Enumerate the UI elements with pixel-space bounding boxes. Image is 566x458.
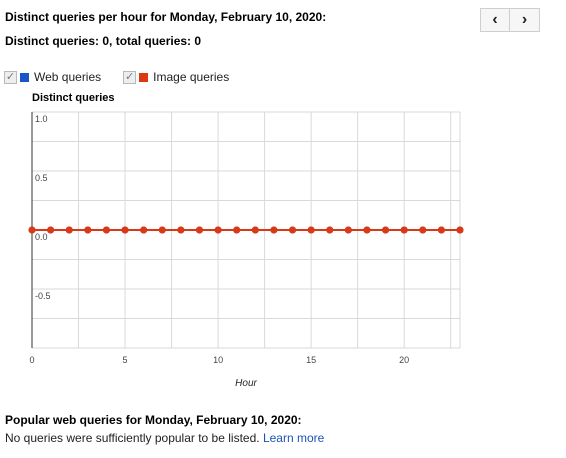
image-data-point — [307, 226, 315, 234]
y-tick-label: -0.5 — [35, 291, 51, 301]
image-data-point — [437, 226, 445, 234]
image-data-point — [158, 226, 166, 234]
image-queries-label: Image queries — [153, 70, 230, 84]
image-data-point — [233, 226, 241, 234]
image-data-point — [84, 226, 92, 234]
image-data-point — [289, 226, 297, 234]
x-tick-label: 0 — [29, 355, 34, 365]
image-color-swatch — [139, 72, 149, 82]
popular-queries-message: No queries were sufficiently popular to … — [5, 431, 324, 445]
image-data-point — [47, 226, 55, 234]
query-summary: Distinct queries: 0, total queries: 0 — [5, 34, 202, 48]
legend-item-image[interactable]: ✓ Image queries — [123, 70, 229, 84]
image-data-point — [140, 226, 148, 234]
image-data-point — [195, 226, 203, 234]
image-data-point — [382, 226, 390, 234]
line-chart: 1.0 0.5 0.0 -0.5 0 5 10 15 20 Hour — [28, 111, 464, 389]
prev-day-button[interactable]: ‹ — [480, 8, 510, 32]
image-data-point — [456, 226, 464, 234]
y-tick-label: 1.0 — [35, 114, 48, 124]
learn-more-link[interactable]: Learn more — [262, 431, 325, 445]
image-data-point — [363, 226, 371, 234]
image-queries-checkbox[interactable]: ✓ — [123, 70, 137, 84]
legend-item-web[interactable]: ✓ Web queries — [4, 70, 101, 84]
image-data-point — [28, 226, 36, 234]
image-data-point — [177, 226, 185, 234]
y-axis-title: Distinct queries — [32, 92, 115, 104]
image-data-point — [214, 226, 222, 234]
x-tick-label: 10 — [213, 355, 223, 365]
popular-queries-text: No queries were sufficiently popular to … — [5, 431, 260, 445]
y-tick-label: 0.5 — [35, 173, 48, 183]
next-day-button[interactable]: › — [510, 8, 540, 32]
image-data-point — [400, 226, 408, 234]
image-data-point — [102, 226, 110, 234]
image-data-point — [270, 226, 278, 234]
x-axis-title: Hour — [235, 378, 257, 389]
web-color-swatch — [20, 72, 29, 82]
image-data-point — [121, 226, 129, 234]
web-queries-label: Web queries — [34, 70, 102, 84]
image-data-point — [419, 226, 427, 234]
legend: ✓ Web queries ✓ Image queries — [4, 70, 251, 84]
image-data-point — [344, 226, 352, 234]
day-navigation: ‹ › — [480, 8, 540, 32]
x-tick-label: 15 — [306, 355, 316, 365]
x-tick-label: 5 — [123, 355, 128, 365]
image-data-point — [65, 226, 73, 234]
y-tick-label: 0.0 — [35, 232, 48, 242]
image-data-point — [251, 226, 259, 234]
popular-queries-title: Popular web queries for Monday, February… — [5, 413, 302, 427]
chart-title: Distinct queries per hour for Monday, Fe… — [5, 10, 327, 24]
web-queries-checkbox[interactable]: ✓ — [4, 70, 17, 84]
x-tick-label: 20 — [399, 355, 409, 365]
image-data-point — [326, 226, 334, 234]
